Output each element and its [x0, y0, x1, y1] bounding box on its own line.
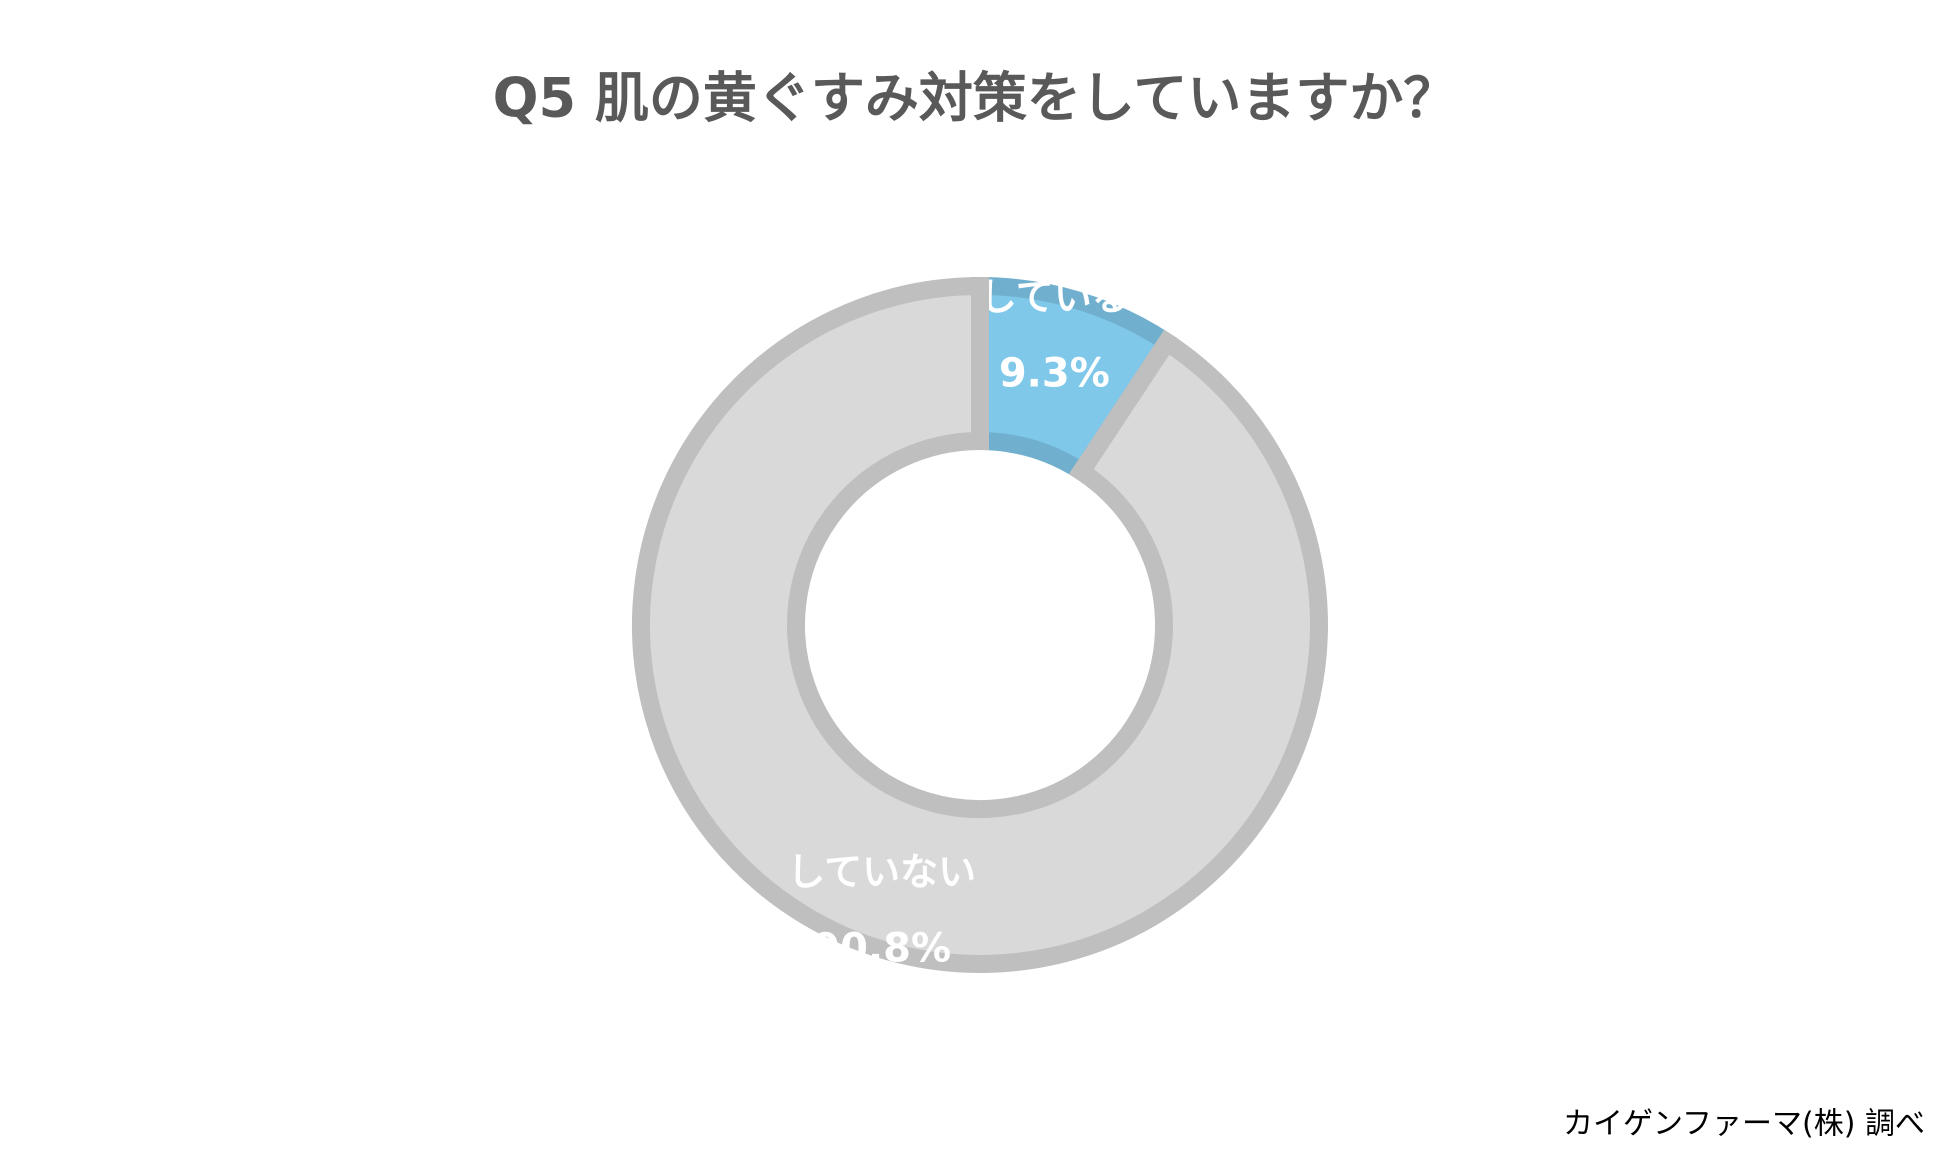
- value-label: 90.8%: [812, 925, 951, 971]
- donut-segment: [632, 276, 1328, 973]
- segment-label: している: [979, 275, 1130, 319]
- value-label: 9.3%: [999, 351, 1110, 397]
- segment-label: していない: [787, 850, 976, 894]
- chart-title: Q5 肌の黄ぐすみ対策をしていますか？: [493, 67, 1458, 130]
- source-note: カイゲンファーマ(株) 調べ: [1563, 1107, 1925, 1142]
